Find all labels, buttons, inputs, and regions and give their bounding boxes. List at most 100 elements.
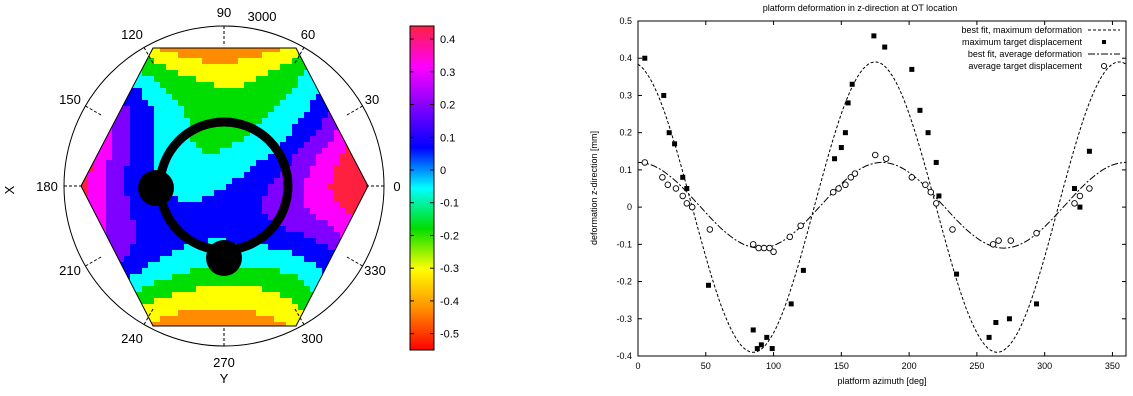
contour-cell (304, 196, 311, 203)
contour-cell (124, 214, 131, 221)
contour-cell (154, 214, 161, 221)
contour-cell (124, 244, 131, 251)
contour-cell (232, 142, 239, 149)
contour-cell (148, 136, 155, 143)
contour-cell (256, 124, 263, 131)
contour-cell (196, 100, 203, 107)
contour-cell (100, 322, 107, 326)
contour-cell (220, 292, 227, 299)
contour-cell (196, 76, 203, 83)
contour-cell (268, 48, 275, 53)
contour-cell (232, 202, 239, 209)
contour-cell (310, 304, 317, 311)
contour-cell (100, 274, 107, 281)
contour-cell (202, 202, 209, 209)
contour-cell (268, 106, 275, 113)
contour-cell (136, 172, 143, 179)
contour-cell (346, 250, 353, 257)
contour-cell (202, 184, 209, 191)
contour-cell (268, 130, 275, 137)
contour-cell (160, 124, 167, 131)
contour-cell (268, 166, 275, 173)
contour-cell (286, 106, 293, 113)
contour-cell (172, 124, 179, 131)
contour-cell (358, 70, 365, 77)
contour-cell (304, 184, 311, 191)
contour-cell (238, 232, 245, 239)
contour-cell (370, 322, 376, 328)
contour-cell (340, 58, 347, 65)
contour-cell (112, 328, 118, 334)
contour-cell (178, 208, 185, 215)
contour-cell (340, 184, 347, 191)
contour-cell (81, 82, 83, 89)
contour-cell (238, 82, 245, 89)
contour-cell (268, 118, 275, 125)
contour-cell (118, 184, 125, 191)
contour-cell (202, 268, 209, 275)
contour-cell (226, 286, 233, 293)
contour-cell (238, 262, 245, 269)
contour-cell (364, 48, 368, 53)
contour-cell (244, 40, 250, 46)
contour-cell (142, 262, 149, 269)
contour-cell (280, 316, 287, 323)
contour-cell (292, 82, 299, 89)
contour-cell (208, 112, 215, 119)
contour-cell (112, 310, 119, 317)
contour-cell (346, 94, 353, 101)
contour-cell (124, 304, 131, 311)
contour-cell (184, 268, 191, 275)
contour-cell (112, 208, 119, 215)
contour-cell (244, 118, 251, 125)
contour-cell (154, 280, 161, 287)
contour-cell (81, 58, 83, 65)
contour-cell (166, 226, 173, 233)
contour-cell (334, 106, 341, 113)
contour-cell (82, 208, 89, 215)
contour-cell (220, 304, 227, 311)
contour-cell (160, 112, 167, 119)
contour-cell (81, 190, 83, 197)
contour-cell (100, 94, 107, 101)
contour-cell (322, 208, 329, 215)
contour-cell (238, 64, 245, 71)
contour-cell (154, 130, 161, 137)
contour-cell (226, 130, 233, 137)
contour-cell (214, 322, 221, 326)
contour-cell (286, 310, 293, 317)
contour-cell (256, 202, 263, 209)
contour-cell (274, 124, 281, 131)
contour-cell (328, 52, 335, 59)
contour-cell (178, 160, 185, 167)
contour-cell (124, 256, 131, 263)
contour-cell (250, 256, 257, 263)
contour-cell (88, 112, 95, 119)
contour-cell (184, 202, 191, 209)
contour-cell (292, 88, 299, 95)
contour-cell (208, 52, 215, 59)
contour-cell (100, 268, 107, 275)
contour-cell (280, 220, 287, 227)
contour-cell (328, 94, 335, 101)
contour-cell (280, 256, 287, 263)
contour-cell (214, 220, 221, 227)
contour-cell (262, 196, 269, 203)
contour-cell (316, 76, 323, 83)
contour-cell (244, 58, 251, 65)
contour-cell (316, 118, 323, 125)
contour-cell (94, 100, 101, 107)
contour-cell (160, 226, 167, 233)
contour-cell (106, 136, 113, 143)
max-point-25 (936, 193, 942, 199)
contour-cell (130, 88, 137, 95)
contour-cell (88, 292, 95, 299)
contour-cell (160, 148, 167, 155)
axis-label-x: X (2, 185, 17, 194)
contour-cell (130, 202, 137, 209)
contour-cell (334, 142, 341, 149)
contour-cell (232, 190, 239, 197)
contour-cell (328, 142, 335, 149)
contour-cell (274, 178, 281, 185)
contour-cell (280, 118, 287, 125)
